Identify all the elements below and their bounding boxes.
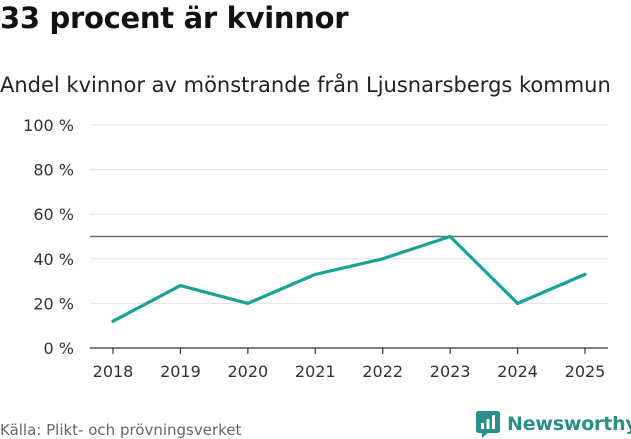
x-tick-label: 2020 (227, 362, 268, 381)
data-point-2019[interactable] (178, 283, 183, 288)
brand-logo[interactable]: Newsworthy (476, 409, 631, 439)
x-tick-label: 2024 (497, 362, 538, 381)
data-points (111, 234, 587, 323)
chart-title: 33 procent är kvinnor (0, 1, 349, 35)
y-axis-ticks: 0 % 20 % 40 % 60 % 80 % 100 % (23, 116, 74, 358)
x-tick-label: 2022 (362, 362, 403, 381)
y-tick-label: 60 % (33, 205, 74, 224)
y-tick-label: 0 % (44, 339, 74, 358)
chart-subtitle: Andel kvinnor av mönstrande från Ljusnar… (0, 73, 611, 97)
x-tick-label: 2021 (295, 362, 336, 381)
y-tick-label: 80 % (33, 161, 74, 180)
data-point-2018[interactable] (111, 319, 115, 323)
line-chart: 0 % 20 % 40 % 60 % 80 % 100 % 2018 2019 2020 202… (23, 116, 608, 381)
x-tick-label: 2023 (430, 362, 471, 381)
data-point-2021[interactable] (313, 272, 317, 277)
series-line (111, 234, 587, 323)
y-tick-label: 40 % (33, 250, 74, 269)
data-point-2023[interactable] (448, 234, 452, 239)
data-point-2025[interactable] (583, 272, 587, 277)
data-point-2022[interactable] (381, 257, 385, 261)
source-text: Källa: Plikt- och prövningsverket (0, 421, 242, 439)
newsworthy-logo-icon (476, 410, 500, 438)
gridlines (90, 124, 608, 304)
y-tick-label: 20 % (33, 294, 74, 313)
x-tick-label: 2019 (160, 362, 201, 381)
data-point-2020[interactable] (246, 301, 250, 305)
data-point-2024[interactable] (515, 301, 520, 305)
x-tick-label: 2018 (93, 362, 134, 381)
brand-name: Newsworthy (507, 413, 631, 435)
x-axis: 2018 2019 2020 2021 2022 2023 2024 2025 (90, 347, 608, 381)
y-tick-label: 100 % (23, 116, 74, 135)
x-tick-label: 2025 (565, 362, 606, 381)
